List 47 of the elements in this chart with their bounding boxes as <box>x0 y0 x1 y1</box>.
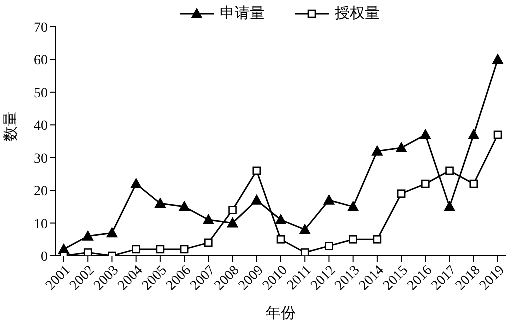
point <box>276 214 286 225</box>
point <box>132 245 140 254</box>
y-tick-label: 50 <box>34 86 48 102</box>
y-tick-label: 10 <box>34 217 48 232</box>
point <box>468 129 480 140</box>
point <box>276 235 286 244</box>
point <box>156 245 165 254</box>
legend-label: 申请量 <box>220 4 265 23</box>
y-tick-label: 30 <box>34 152 48 167</box>
point <box>373 235 382 244</box>
y-tick-label: 40 <box>34 119 48 134</box>
legend-label: 授权量 <box>335 4 380 23</box>
point <box>446 166 454 176</box>
y-tick-label: 20 <box>34 184 48 200</box>
point <box>349 235 358 244</box>
point <box>324 194 335 205</box>
point <box>396 142 408 153</box>
point <box>300 248 310 256</box>
point <box>325 242 334 250</box>
point <box>252 166 262 176</box>
point <box>372 146 383 156</box>
point <box>251 194 262 205</box>
y-tick-label: 70 <box>34 20 48 36</box>
point <box>470 180 478 188</box>
point <box>84 248 92 256</box>
point <box>348 201 359 212</box>
y-tick-label: 0 <box>41 250 48 265</box>
point <box>227 218 238 228</box>
x-axis-title: 年份 <box>266 305 296 322</box>
point <box>203 214 214 225</box>
point <box>444 201 456 212</box>
point <box>179 201 190 212</box>
point <box>492 54 504 64</box>
point <box>106 228 118 238</box>
y-tick-label: 60 <box>34 54 48 69</box>
y-axis-title: 数量 <box>3 112 20 142</box>
point <box>82 230 94 241</box>
point <box>420 129 432 140</box>
point <box>130 178 142 189</box>
point <box>422 180 430 188</box>
point <box>397 190 406 198</box>
point <box>494 130 502 140</box>
point <box>300 224 311 234</box>
point <box>154 198 166 208</box>
point <box>228 206 237 214</box>
point <box>180 245 189 254</box>
point <box>204 238 213 248</box>
